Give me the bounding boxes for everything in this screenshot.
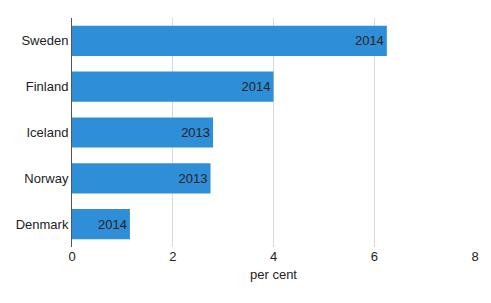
- svg-text:2014: 2014: [355, 33, 384, 48]
- svg-text:2014: 2014: [98, 217, 127, 232]
- svg-text:6: 6: [371, 249, 378, 264]
- svg-text:2013: 2013: [181, 125, 210, 140]
- svg-text:Iceland: Iceland: [26, 125, 68, 140]
- svg-text:8: 8: [471, 249, 478, 264]
- svg-text:2: 2: [169, 249, 176, 264]
- svg-text:Sweden: Sweden: [21, 33, 68, 48]
- svg-text:Finland: Finland: [26, 79, 69, 94]
- svg-text:per cent: per cent: [250, 267, 297, 282]
- svg-text:Norway: Norway: [24, 171, 69, 186]
- svg-text:Denmark: Denmark: [16, 217, 69, 232]
- svg-text:2014: 2014: [242, 79, 271, 94]
- svg-text:4: 4: [270, 249, 277, 264]
- svg-text:0: 0: [68, 249, 75, 264]
- svg-text:2013: 2013: [179, 171, 208, 186]
